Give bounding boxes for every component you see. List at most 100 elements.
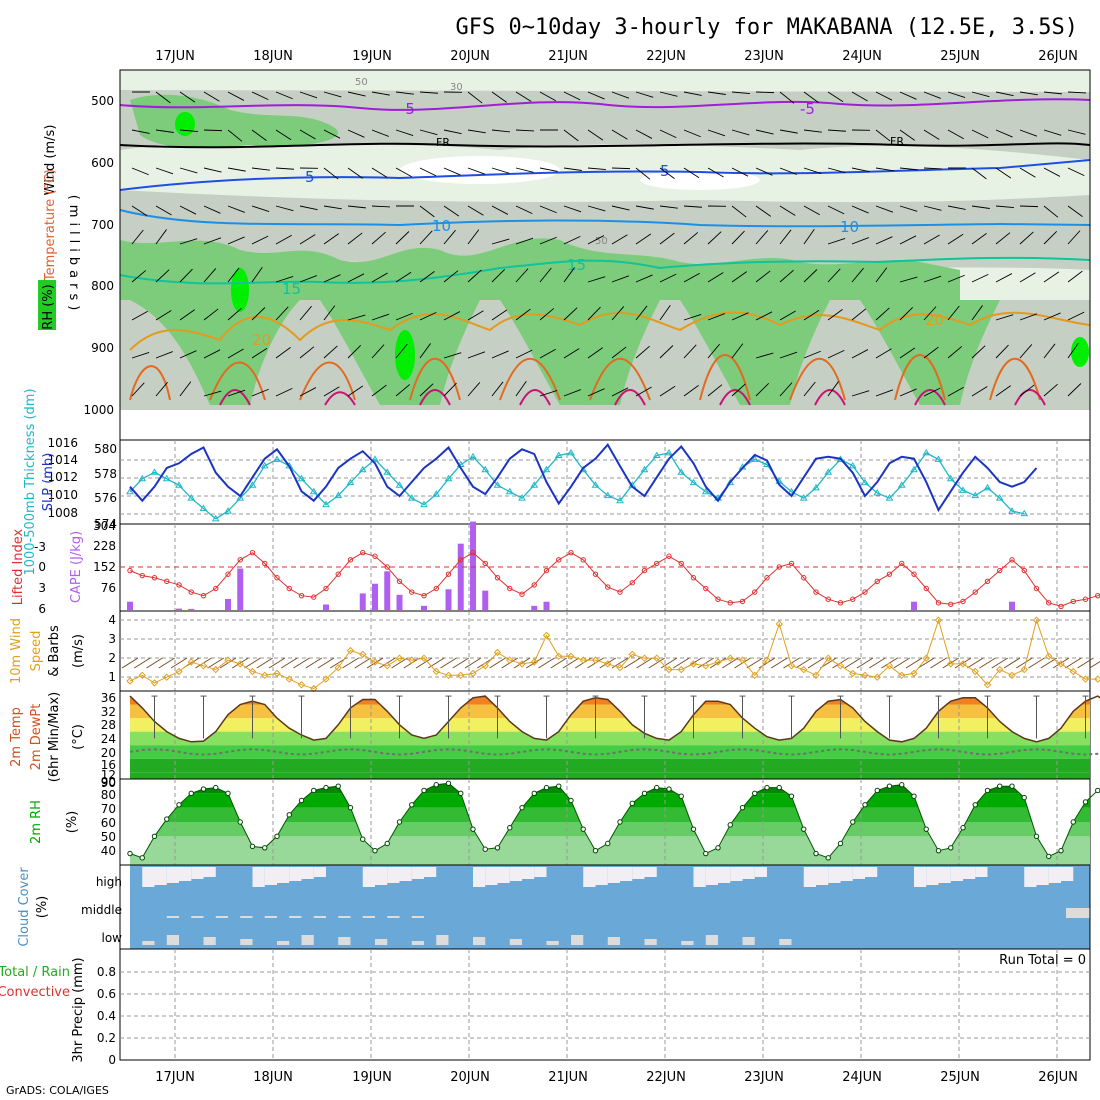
lifted-index-marker: [788, 560, 795, 567]
upper-wind-barb: [323, 205, 342, 210]
upper-wind-barb: [587, 167, 606, 171]
cape-tick: 152: [93, 560, 116, 574]
pressure-ticks: 500 600 700 800 900 1000: [83, 94, 114, 417]
lifted-index-marker: [1033, 585, 1040, 592]
rh-marker: [494, 845, 501, 851]
rh-band: [130, 836, 1090, 865]
upper-wind-barb: [707, 167, 724, 178]
upper-wind-barb: [539, 205, 557, 214]
legend-temperature: Temperature (°C): [43, 169, 58, 282]
upper-wind-barb: [587, 235, 605, 245]
contour-label: -5: [800, 100, 815, 118]
thickness-marker: [383, 468, 392, 475]
rh-marker: [739, 804, 746, 811]
li-tick: 0: [38, 560, 46, 574]
upper-wind-barb: [155, 310, 172, 321]
date-label: 19JUN: [352, 1070, 392, 1085]
upper-wind-barb: [611, 275, 630, 283]
upper-wind-barb: [371, 129, 389, 137]
wind-speed-markers: [126, 616, 1100, 693]
temp-band: [130, 758, 1090, 773]
upper-wind-barb: [851, 349, 869, 359]
upper-wind-barb: [1067, 270, 1083, 283]
thickness-marker: [432, 490, 441, 497]
upper-wind-barb: [347, 344, 362, 359]
cloud-level-low: low: [102, 931, 123, 945]
wind-tick: 3: [108, 632, 116, 646]
upper-wind-barb: [1019, 167, 1036, 178]
lifted-index-marker: [874, 578, 880, 585]
upper-wind-barb: [539, 91, 556, 102]
upper-wind-barb: [131, 270, 147, 283]
cloud-high-bar: [534, 867, 547, 877]
temp-band: [130, 718, 1090, 732]
upper-wind-barb: [275, 205, 294, 212]
wind-tick: 1: [108, 670, 116, 684]
cloud-high-bar: [509, 867, 522, 881]
upper-wind-barb: [947, 386, 964, 397]
wind-speed-marker: [555, 652, 563, 661]
cloud-high-bar: [277, 867, 290, 883]
rh-marker: [605, 840, 611, 847]
wind-barb: [636, 657, 653, 669]
upper-wind-barb: [947, 205, 966, 210]
temp-contour-fr: [119, 142, 1091, 149]
wind-barb: [415, 657, 433, 669]
thickness-marker: [260, 461, 269, 469]
lifted-index-marker: [911, 571, 917, 577]
wind-speed-marker: [726, 654, 734, 662]
upper-wind-barb: [155, 167, 174, 175]
wind-speed-marker: [163, 673, 171, 681]
lifted-index-marker: [568, 549, 574, 556]
wind-barbs-10m: [121, 657, 1100, 669]
cape-bar: [237, 568, 244, 610]
date-label: 24JUN: [842, 1070, 882, 1085]
wind-speed-marker: [126, 677, 134, 685]
rh-marker: [176, 802, 182, 808]
lifted-index-marker: [862, 589, 868, 595]
wind-speed-marker: [199, 662, 208, 670]
upper-wind-barb: [827, 205, 845, 215]
wind-barb: [660, 657, 678, 669]
upper-wind-barb: [923, 387, 941, 397]
upper-wind-barb: [419, 91, 438, 94]
precip-tick: 0.8: [97, 965, 116, 979]
temp-band: [130, 696, 1090, 698]
rh-layer-bright: [395, 330, 415, 380]
upper-wind-barb: [323, 305, 336, 321]
cloud-level-high: high: [96, 875, 122, 889]
wind-speed-marker: [138, 671, 146, 680]
upper-wind-barb: [467, 351, 486, 359]
rh-tick: 80: [101, 788, 116, 802]
wind-barb: [1028, 657, 1045, 669]
upper-wind-barb: [131, 129, 150, 134]
lifted-index-marker: [360, 549, 366, 556]
upper-wind-barb: [587, 306, 601, 321]
upper-wind-barb: [659, 385, 676, 397]
upper-wind-barb: [851, 167, 870, 173]
wind-speed-marker: [836, 662, 845, 670]
upper-wind-barb: [683, 232, 699, 245]
upper-wind-barb: [875, 91, 893, 101]
upper-wind-barb: [347, 129, 365, 138]
wind-barb: [770, 657, 788, 669]
wind-barb: [1089, 661, 1100, 669]
thickness-marker: [126, 487, 134, 495]
cloud-high-bar: [399, 867, 412, 881]
wind-speed-marker: [150, 679, 159, 687]
cloud-low-bar: [338, 937, 351, 945]
upper-wind-barb: [227, 348, 244, 359]
upper-wind-barb: [515, 237, 534, 245]
cape-bar: [396, 594, 403, 610]
slp-tick: 1008: [47, 506, 78, 520]
contour-label: -5: [400, 100, 415, 118]
wind-barb: [146, 657, 163, 669]
upper-wind-barb: [131, 382, 145, 397]
cloud-mid-bar: [240, 916, 253, 918]
upper-wind-barb: [683, 91, 702, 96]
pressure-tick: 500: [91, 94, 114, 108]
wind-speed-marker: [567, 652, 575, 661]
cloud-low-bar: [473, 937, 486, 945]
date-label: 25JUN: [940, 49, 980, 64]
upper-wind-barb: [371, 167, 388, 178]
